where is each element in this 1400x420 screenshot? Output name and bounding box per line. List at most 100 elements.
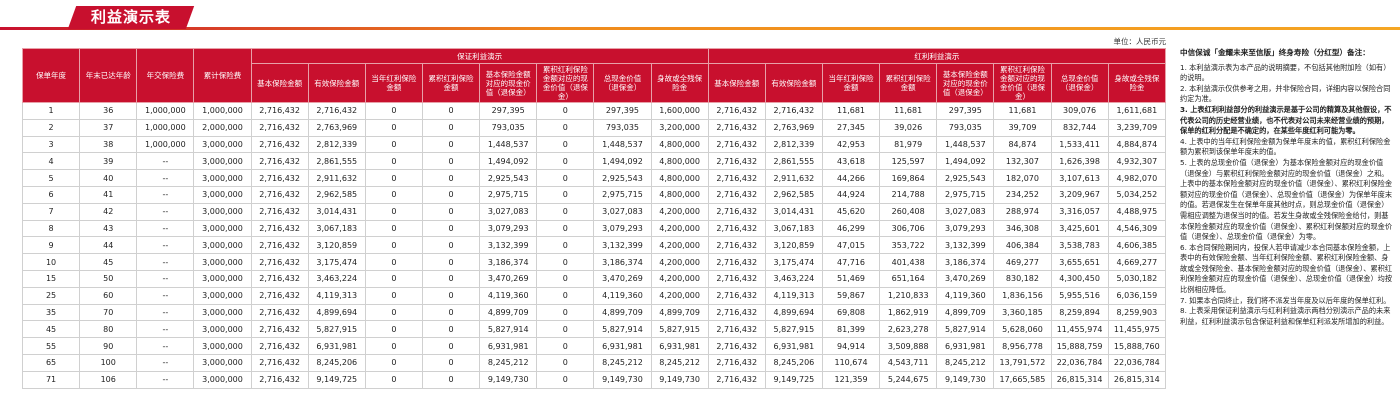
cell: 3,000,000 xyxy=(193,353,252,372)
cell: 0 xyxy=(364,236,423,255)
cell: 2,716,432 xyxy=(250,320,309,339)
cell: 3,655,651 xyxy=(1050,253,1109,271)
cell: 0 xyxy=(421,269,481,288)
cell: 3,000,000 xyxy=(193,135,252,154)
cell: 3,209,967 xyxy=(1050,185,1109,204)
unit-label: 单位：人民币元 xyxy=(1113,37,1167,46)
cell: 2,716,432 xyxy=(250,219,309,238)
data-row: 55 90 -- 3,000,000 2,716,432 6,931,981 0 0 6,931… xyxy=(21,337,1167,355)
cell: 4,899,709 xyxy=(479,303,538,322)
cell: 353,722 xyxy=(879,236,938,255)
cell: -- xyxy=(136,169,195,187)
cell: 1,000,000 xyxy=(136,118,195,137)
cell: 10 xyxy=(21,253,81,271)
cell: 0 xyxy=(364,135,423,154)
data-row: 2 37 1,000,000 2,000,000 2,716,432 2,763,969 0… xyxy=(21,118,1167,137)
cell: 94,914 xyxy=(821,337,881,355)
cell: 4,669,277 xyxy=(1107,253,1167,271)
cell: 42 xyxy=(79,202,138,221)
cell: 4,543,711 xyxy=(879,353,938,372)
cell: 832,744 xyxy=(1050,118,1109,137)
cell: 0 xyxy=(421,202,481,221)
cell: 0 xyxy=(421,286,481,305)
cell: 44,924 xyxy=(821,185,881,204)
cell: 0 xyxy=(364,353,423,372)
cell: 3,000,000 xyxy=(193,219,252,238)
cell: 4,800,000 xyxy=(650,135,709,154)
cell: -- xyxy=(136,202,195,221)
cell: 6,931,981 xyxy=(593,337,652,355)
cell: 0 xyxy=(364,118,423,137)
cell: 22,036,784 xyxy=(1107,353,1167,372)
cell: 3,239,709 xyxy=(1107,118,1167,137)
data-row: 35 70 -- 3,000,000 2,716,432 4,899,694 0 0 4,899… xyxy=(21,303,1167,322)
cell: 41 xyxy=(79,185,138,204)
cell: 2,812,339 xyxy=(764,135,823,154)
cell: 1,836,156 xyxy=(993,286,1052,305)
cell: 2,812,339 xyxy=(307,135,366,154)
column-header: 累积红利保险金额 xyxy=(879,63,938,103)
cell: -- xyxy=(136,337,195,355)
cell: 2,623,278 xyxy=(879,320,938,339)
cell: 43,618 xyxy=(821,152,881,171)
cell: 11,455,974 xyxy=(1050,320,1109,339)
cell: 8,245,206 xyxy=(764,353,823,372)
cell: 4,899,709 xyxy=(936,303,995,322)
cell: 3 xyxy=(21,135,81,154)
cell: 2,925,543 xyxy=(479,169,538,187)
cell: 0 xyxy=(536,169,595,187)
cell: 260,408 xyxy=(879,202,938,221)
cell: 121,359 xyxy=(821,370,881,389)
note-item: 3. 上表红利利益部分的利益演示是基于公司的精算及其他假设，不代表公司的历史经营… xyxy=(1180,104,1392,136)
cell: 2,716,432 xyxy=(707,135,766,154)
cell: 26,815,314 xyxy=(1050,370,1109,389)
cell: 469,277 xyxy=(993,253,1052,271)
cell: 5,827,914 xyxy=(593,320,652,339)
note-item: 7. 如果本合同终止，我们将不派发当年度及以后年度的保单红利。 xyxy=(1180,295,1391,305)
cell: 0 xyxy=(421,337,481,355)
table-head: 保单年度 年末已达年龄 年交保险费 累计保险费 保证利益演示 红利利益演示 基本保险金额 有效… xyxy=(21,48,1167,103)
cell: 125,597 xyxy=(879,152,938,171)
notes-list: 1. 本利益演示表为本产品的说明摘要，不包括其他附加险（如有）的说明。 2. 本利… xyxy=(1180,63,1394,328)
cell: 4,800,000 xyxy=(650,185,709,204)
cell: 27,345 xyxy=(821,118,881,137)
cell: 37 xyxy=(79,118,138,137)
cell: 0 xyxy=(364,152,423,171)
cell: 2,716,432 xyxy=(707,269,766,288)
cell: 38 xyxy=(79,135,138,154)
cell: 5,827,914 xyxy=(479,320,538,339)
cell: 80 xyxy=(79,320,138,339)
cell: 4,800,000 xyxy=(650,152,709,171)
cell: 26,815,314 xyxy=(1107,370,1167,389)
cell: 39 xyxy=(79,152,138,171)
cell: 2,716,432 xyxy=(707,253,766,271)
data-row: 6 41 -- 3,000,000 2,716,432 2,962,585 0 0 2,975,… xyxy=(21,185,1167,204)
cell: 47,716 xyxy=(821,253,881,271)
cell: 6,036,159 xyxy=(1107,286,1167,305)
cell: 3,000,000 xyxy=(193,303,252,322)
cell: 4,932,307 xyxy=(1107,152,1167,171)
cell: 297,395 xyxy=(593,102,652,120)
cell: 1,210,833 xyxy=(879,286,938,305)
cell: 0 xyxy=(364,370,423,389)
cell: 0 xyxy=(364,303,423,322)
cell: 9,149,730 xyxy=(936,370,995,389)
cell: 0 xyxy=(421,253,481,271)
header-row: 保单年度 年末已达年龄 年交保险费 累计保险费 保证利益演示 红利利益演示 xyxy=(21,48,1167,103)
cell: 169,864 xyxy=(879,169,938,187)
cell: 9,149,730 xyxy=(650,370,709,389)
column-header: 年交保险费 xyxy=(136,48,195,103)
cell: 0 xyxy=(421,370,481,389)
cell: 2,861,555 xyxy=(307,152,366,171)
cell: 1,494,092 xyxy=(479,152,538,171)
cell: 0 xyxy=(536,253,595,271)
cell: 3,000,000 xyxy=(193,185,252,204)
cell: -- xyxy=(136,303,195,322)
cell: 45 xyxy=(79,253,138,271)
cell: 2,000,000 xyxy=(193,118,252,137)
cell: 2,962,585 xyxy=(764,185,823,204)
column-header: 总现金价值（退保金） xyxy=(1050,63,1109,103)
cell: -- xyxy=(136,219,195,238)
cell: 4,899,694 xyxy=(307,303,366,322)
